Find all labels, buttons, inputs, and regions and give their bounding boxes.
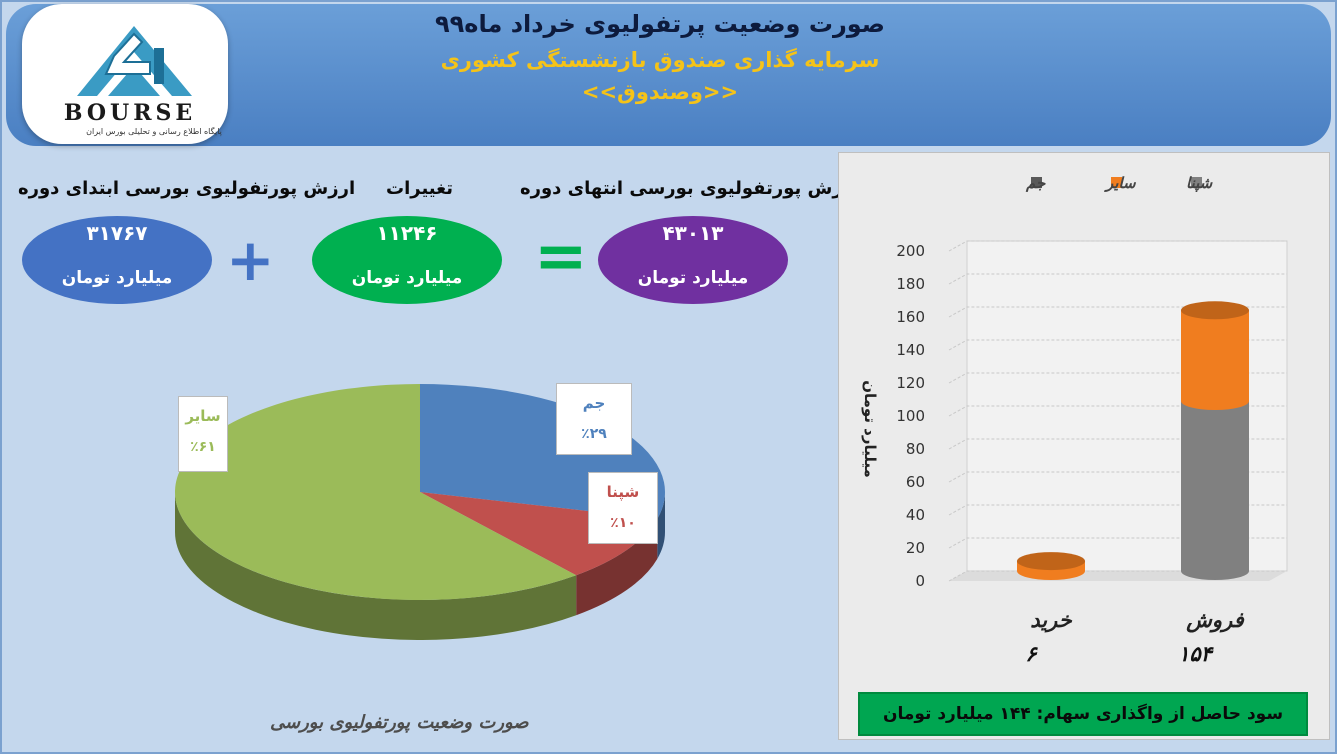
gridline bbox=[948, 372, 1287, 384]
gridline bbox=[948, 405, 1287, 417]
bar-0-0 bbox=[1181, 401, 1249, 580]
category-total-1: ۶ bbox=[1025, 642, 1038, 666]
legend-label-0: شپنا bbox=[1186, 174, 1214, 192]
legend-label-2: جم bbox=[1025, 174, 1046, 192]
y-tick-label: 160 bbox=[896, 308, 925, 326]
legend-swatch-0 bbox=[1191, 177, 1202, 188]
pie-label-shepna-name: شپنا bbox=[606, 483, 640, 501]
logo-tagline: پایگاه اطلاع رسانی و تحلیلی بورس ایران bbox=[86, 127, 222, 136]
category-label-0: فروش bbox=[1185, 608, 1244, 633]
pie-label-jam-value: ٪۲۹ bbox=[581, 426, 607, 442]
y-tick-label: 180 bbox=[896, 275, 925, 293]
legend-label-1: سایر bbox=[1104, 174, 1137, 192]
category-label-1: خرید bbox=[1030, 608, 1072, 633]
bar-top-1 bbox=[1017, 552, 1085, 571]
gridline bbox=[948, 471, 1287, 483]
pie-label-other-name: سایر bbox=[185, 407, 221, 425]
logo-mark-icon bbox=[77, 26, 192, 96]
end-value-oval: ۴۳۰۱۳ میلیارد تومان bbox=[598, 216, 788, 304]
bar-top-0 bbox=[1181, 301, 1249, 320]
y-tick-label: 80 bbox=[906, 440, 925, 458]
change-value: ۱۱۲۴۶ bbox=[376, 221, 438, 245]
y-tick-label: 200 bbox=[896, 242, 925, 260]
y-tick-label: 140 bbox=[896, 341, 925, 359]
bar-chart-panel: 0 20 40 60 80 100 120 140 160 180 200 میلیارد تومان… bbox=[838, 152, 1330, 740]
pie-slice-2 bbox=[174, 384, 577, 600]
gridline bbox=[948, 537, 1287, 549]
gridline bbox=[948, 306, 1287, 318]
logo: BOURSE پایگاه اطلاع رسانی و تحلیلی بورس … bbox=[22, 4, 228, 144]
pie-label-shepna: شپنا ٪۱۰ bbox=[588, 472, 658, 544]
end-value: ۴۳۰۱۳ bbox=[662, 221, 724, 245]
start-value-label: ارزش پورتفولیوی بورسی ابتدای دوره bbox=[18, 178, 356, 199]
equals-sign: = bbox=[534, 220, 588, 294]
pie-side-سایر bbox=[175, 492, 577, 640]
y-tick-label: 40 bbox=[906, 506, 925, 524]
pie-label-other: سایر ٪۶۱ bbox=[178, 396, 228, 472]
start-value-unit: میلیارد تومان bbox=[61, 268, 173, 288]
pie-label-jam: جم ٪۲۹ bbox=[556, 383, 632, 455]
page-title: صورت وضعیت پرتفولیوی خرداد ماه۹۹ bbox=[435, 10, 885, 38]
category-total-0: ۱۵۴ bbox=[1178, 642, 1215, 666]
page-subtitle: سرمایه گذاری صندوق بازنشستگی کشوری bbox=[440, 48, 880, 72]
change-label: تغییرات bbox=[386, 178, 454, 199]
y-tick-label: 20 bbox=[906, 539, 925, 557]
end-value-label: ارزش پورتفولیوی بورسی انتهای دوره bbox=[520, 178, 860, 199]
y-axis-label: میلیارد تومان bbox=[861, 380, 879, 478]
gridline bbox=[948, 273, 1287, 285]
gridline bbox=[948, 504, 1287, 516]
gridline bbox=[948, 570, 1287, 582]
start-value-oval: ۳۱۷۶۷ میلیارد تومان bbox=[22, 216, 212, 304]
pie-side-جم bbox=[657, 492, 665, 559]
bar-chart: 0 20 40 60 80 100 120 140 160 180 200 میلیارد تومان… bbox=[861, 174, 1288, 666]
pie-label-other-value: ٪۶۱ bbox=[190, 439, 216, 455]
pie-label-shepna-value: ٪۱۰ bbox=[610, 515, 636, 531]
plus-sign: + bbox=[226, 226, 275, 294]
y-tick-label: 100 bbox=[896, 407, 925, 425]
legend-swatch-2 bbox=[1031, 177, 1042, 188]
change-value-oval: ۱۱۲۴۶ میلیارد تومان bbox=[312, 216, 502, 304]
gridline bbox=[948, 339, 1287, 351]
page-subtitle-2: <<وصندوق>> bbox=[581, 80, 739, 104]
gridline bbox=[948, 438, 1287, 450]
bar-0-1 bbox=[1181, 310, 1249, 411]
logo-word: BOURSE bbox=[63, 100, 197, 126]
y-tick-label: 120 bbox=[896, 374, 925, 392]
footer-caption: صورت وضعیت پورتفولیوی بورسی bbox=[270, 712, 529, 733]
change-value-unit: میلیارد تومان bbox=[351, 268, 463, 288]
start-value: ۳۱۷۶۷ bbox=[86, 221, 148, 245]
legend-swatch-1 bbox=[1111, 177, 1122, 188]
gridline bbox=[948, 240, 1287, 252]
pie-label-jam-name: جم bbox=[582, 394, 606, 412]
y-tick-label: 60 bbox=[906, 473, 925, 491]
profit-note: سود حاصل از واگذاری سهام: ۱۴۴ میلیارد تو… bbox=[858, 692, 1308, 736]
end-value-unit: میلیارد تومان bbox=[637, 268, 749, 288]
y-tick-label: 0 bbox=[915, 572, 925, 590]
